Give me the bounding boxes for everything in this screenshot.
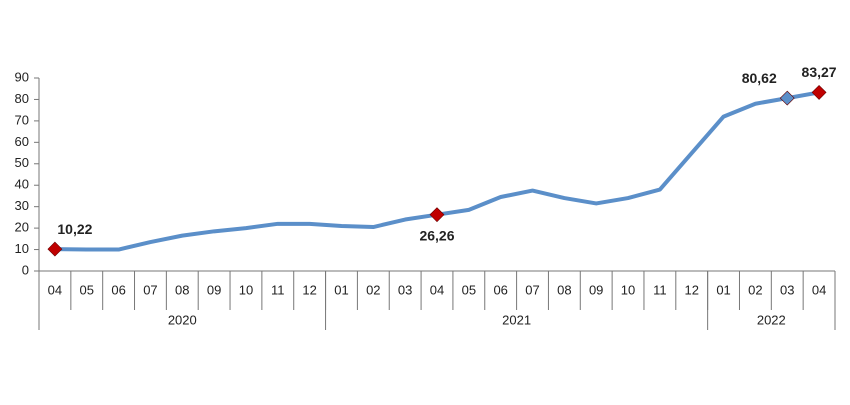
- y-tick-label: 70: [15, 112, 29, 127]
- x-tick-label: 01: [716, 282, 730, 297]
- x-tick-label: 10: [239, 282, 253, 297]
- x-tick-label: 07: [143, 282, 157, 297]
- group-label: 2020: [168, 312, 197, 327]
- group-label: 2022: [757, 312, 786, 327]
- x-tick-label: 12: [302, 282, 316, 297]
- x-tick-label: 09: [589, 282, 603, 297]
- data-label: 80,62: [742, 70, 777, 86]
- marker: [47, 241, 63, 257]
- x-tick-label: 12: [684, 282, 698, 297]
- x-tick-label: 04: [812, 282, 826, 297]
- y-tick-label: 90: [15, 69, 29, 84]
- y-tick-label: 10: [15, 241, 29, 256]
- x-tick-label: 11: [653, 282, 667, 297]
- x-tick-label: 11: [271, 282, 285, 297]
- marker: [779, 90, 795, 106]
- x-tick-label: 04: [430, 282, 444, 297]
- y-tick-label: 60: [15, 134, 29, 149]
- x-tick-label: 08: [175, 282, 189, 297]
- y-tick-label: 20: [15, 220, 29, 235]
- x-tick-label: 08: [557, 282, 571, 297]
- data-label: 26,26: [419, 227, 454, 243]
- marker: [811, 85, 827, 100]
- group-label: 2021: [502, 312, 531, 327]
- x-tick-label: 05: [462, 282, 476, 297]
- y-tick-label: 40: [15, 177, 29, 192]
- x-tick-label: 10: [621, 282, 635, 297]
- x-tick-label: 06: [493, 282, 507, 297]
- x-tick-label: 01: [334, 282, 348, 297]
- x-tick-label: 04: [48, 282, 62, 297]
- x-tick-label: 02: [748, 282, 762, 297]
- x-tick-label: 03: [780, 282, 794, 297]
- x-tick-label: 07: [525, 282, 539, 297]
- y-tick-label: 0: [22, 262, 29, 277]
- y-tick-label: 30: [15, 198, 29, 213]
- x-tick-label: 06: [111, 282, 125, 297]
- data-label: 10,22: [57, 221, 92, 237]
- data-label: 83,27: [802, 64, 837, 80]
- x-tick-label: 03: [398, 282, 412, 297]
- y-tick-label: 80: [15, 91, 29, 106]
- y-tick-label: 50: [15, 155, 29, 170]
- x-tick-label: 02: [366, 282, 380, 297]
- marker: [429, 207, 445, 223]
- series-line: [54, 90, 820, 252]
- x-tick-label: 09: [207, 282, 221, 297]
- x-tick-label: 05: [80, 282, 94, 297]
